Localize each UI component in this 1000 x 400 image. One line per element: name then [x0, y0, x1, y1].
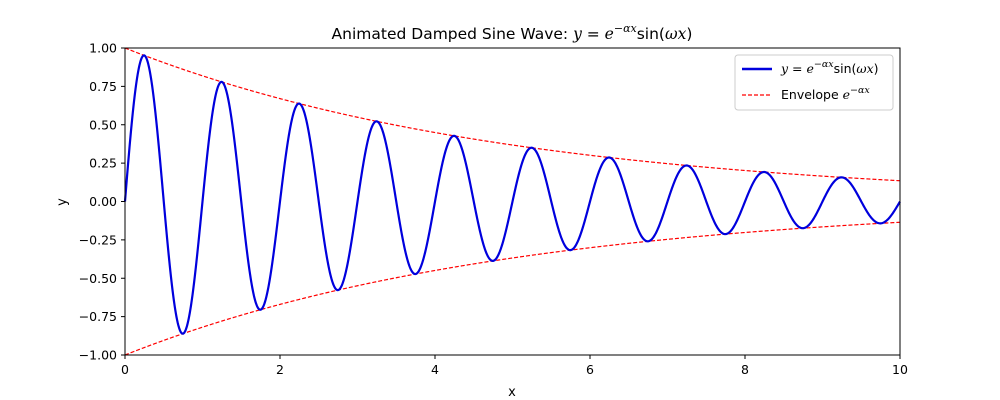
legend-box [734, 54, 894, 111]
x-tick-label: 0 [121, 362, 129, 377]
legend-label-envelope: Envelope e−αx [781, 85, 870, 102]
plot-area: 0 2 4 6 8 10 1.00 0.75 0.50 0.25 0.00 −0.25 −0.50 −0… [79, 41, 908, 378]
x-axis-ticks: 0 2 4 6 8 10 [121, 355, 908, 377]
y-axis-label: y [55, 198, 70, 206]
chart-title-prefix: Animated Damped Sine Wave: [332, 25, 574, 43]
legend: y = e−αxsin(ωx) Envelope e−αx [734, 54, 894, 111]
x-tick-label: 4 [431, 362, 439, 377]
x-axis-label: x [508, 385, 516, 400]
y-tick-label: −0.75 [79, 309, 117, 324]
x-tick-label: 10 [892, 362, 908, 377]
curves-layer [123, 47, 901, 356]
envelope-upper-line [124, 47, 901, 182]
x-tick-label: 2 [276, 362, 284, 377]
x-tick-label: 6 [586, 362, 594, 377]
y-axis-ticks: 1.00 0.75 0.50 0.25 0.00 −0.25 −0.50 −0.75 −1.00 [79, 41, 125, 363]
y-tick-label: −0.50 [79, 271, 117, 286]
y-tick-label: 1.00 [89, 41, 117, 56]
envelope-lower-line [124, 221, 901, 356]
y-tick-label: 0.50 [89, 117, 117, 132]
y-tick-label: 0.75 [89, 79, 117, 94]
y-tick-label: −0.25 [79, 232, 117, 247]
x-tick-label: 8 [741, 362, 749, 377]
damped-sine-line [123, 54, 901, 335]
y-tick-label: 0.25 [89, 156, 117, 171]
y-tick-label: 0.00 [89, 194, 117, 209]
chart-title: Animated Damped Sine Wave: y = e−αxsin(ω… [332, 22, 693, 43]
y-tick-label: −1.00 [79, 348, 117, 363]
legend-label-wave: y = e−αxsin(ωx) [780, 59, 879, 76]
